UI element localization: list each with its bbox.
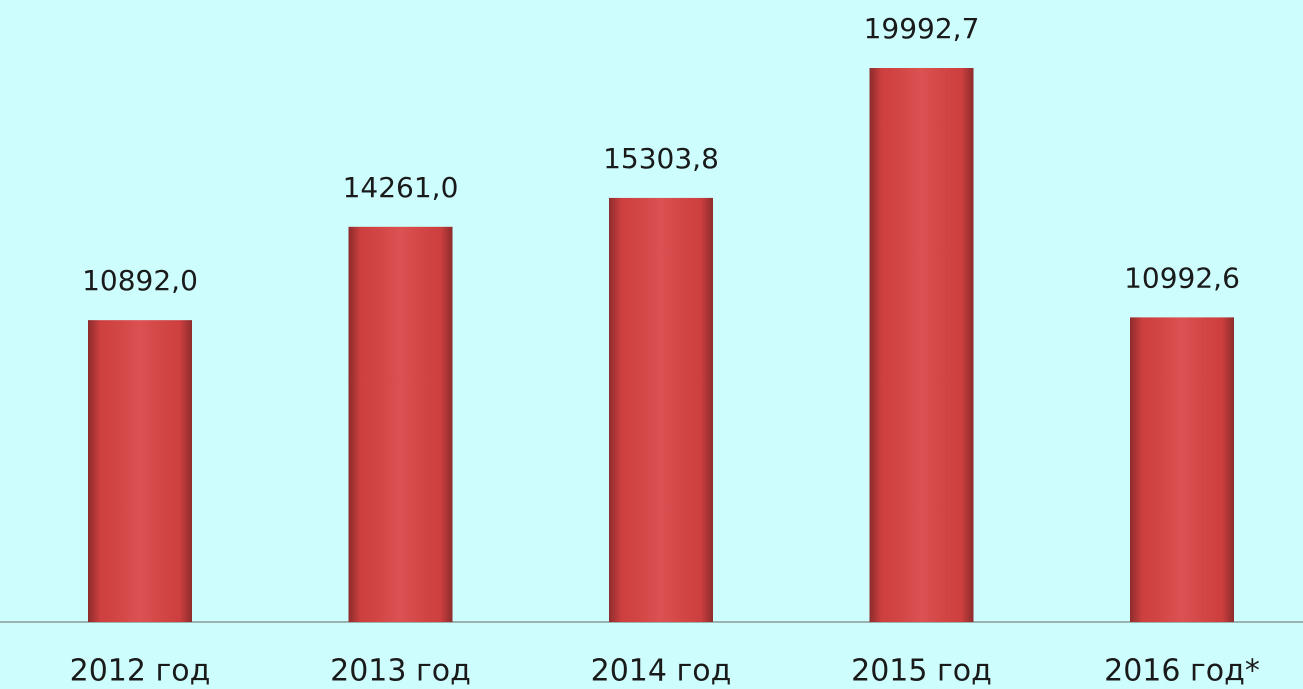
value-label: 14261,0	[343, 171, 459, 204]
value-label: 10892,0	[82, 264, 198, 297]
x-tick-label: 2015 год	[851, 654, 992, 689]
x-tick-label: 2016 год*	[1104, 654, 1260, 689]
x-tick-label: 2012 год	[70, 654, 211, 689]
value-label: 15303,8	[603, 142, 719, 175]
value-label: 19992,7	[864, 12, 980, 45]
bar-shade	[609, 197, 713, 623]
value-label: 10992,6	[1124, 261, 1240, 294]
bar-shade	[1130, 317, 1234, 622]
bar-shade	[348, 226, 453, 623]
bar-shade	[869, 68, 974, 622]
x-tick-label: 2014 год	[591, 654, 732, 689]
x-tick-label: 2013 год	[330, 654, 471, 689]
bar-shade	[88, 320, 192, 622]
